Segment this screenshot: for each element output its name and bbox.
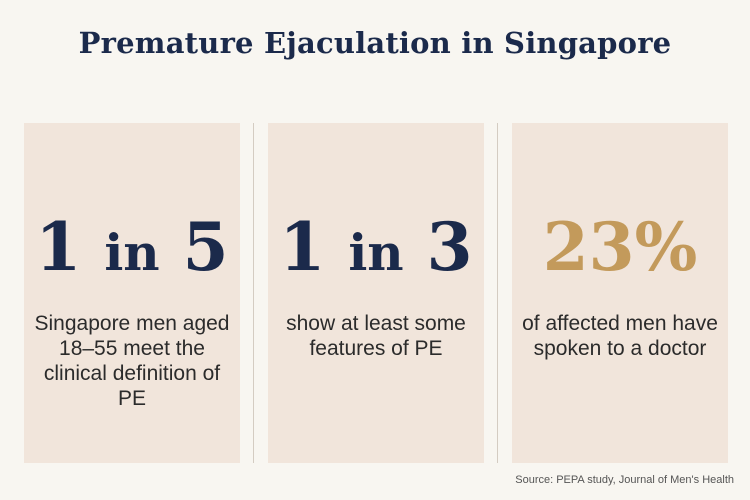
stat-connector: in [348,223,404,282]
card-divider [253,123,254,463]
stat-number: 1 [279,208,326,286]
stat-description: of affected men have spoken to a doctor [522,312,718,360]
source-citation: Source: PEPA study, Journal of Men's Hea… [515,474,734,486]
stat-value: 1 in 5 [24,207,240,293]
stat-connector: in [104,223,160,282]
stat-card-percentage: 23% of affected men have spoken to a doc… [512,123,728,463]
stat-value: 23% [542,208,698,286]
stat-number: 1 [35,208,82,286]
stat-description: Singapore men aged 18–55 meet the clinic… [34,312,230,410]
stat-value: 1 in 3 [268,207,484,293]
stat-card-one-in-five: 1 in 5 Singapore men aged 18–55 meet the… [24,123,240,463]
page-title: Premature Ejaculation in Singapore [78,26,672,60]
stat-description: show at least some features of PE [286,312,466,360]
card-divider [497,123,498,463]
stat-number: 5 [182,208,229,286]
stat-card-one-in-three: 1 in 3 show at least some features of PE [268,123,484,463]
stat-number: 3 [426,208,473,286]
